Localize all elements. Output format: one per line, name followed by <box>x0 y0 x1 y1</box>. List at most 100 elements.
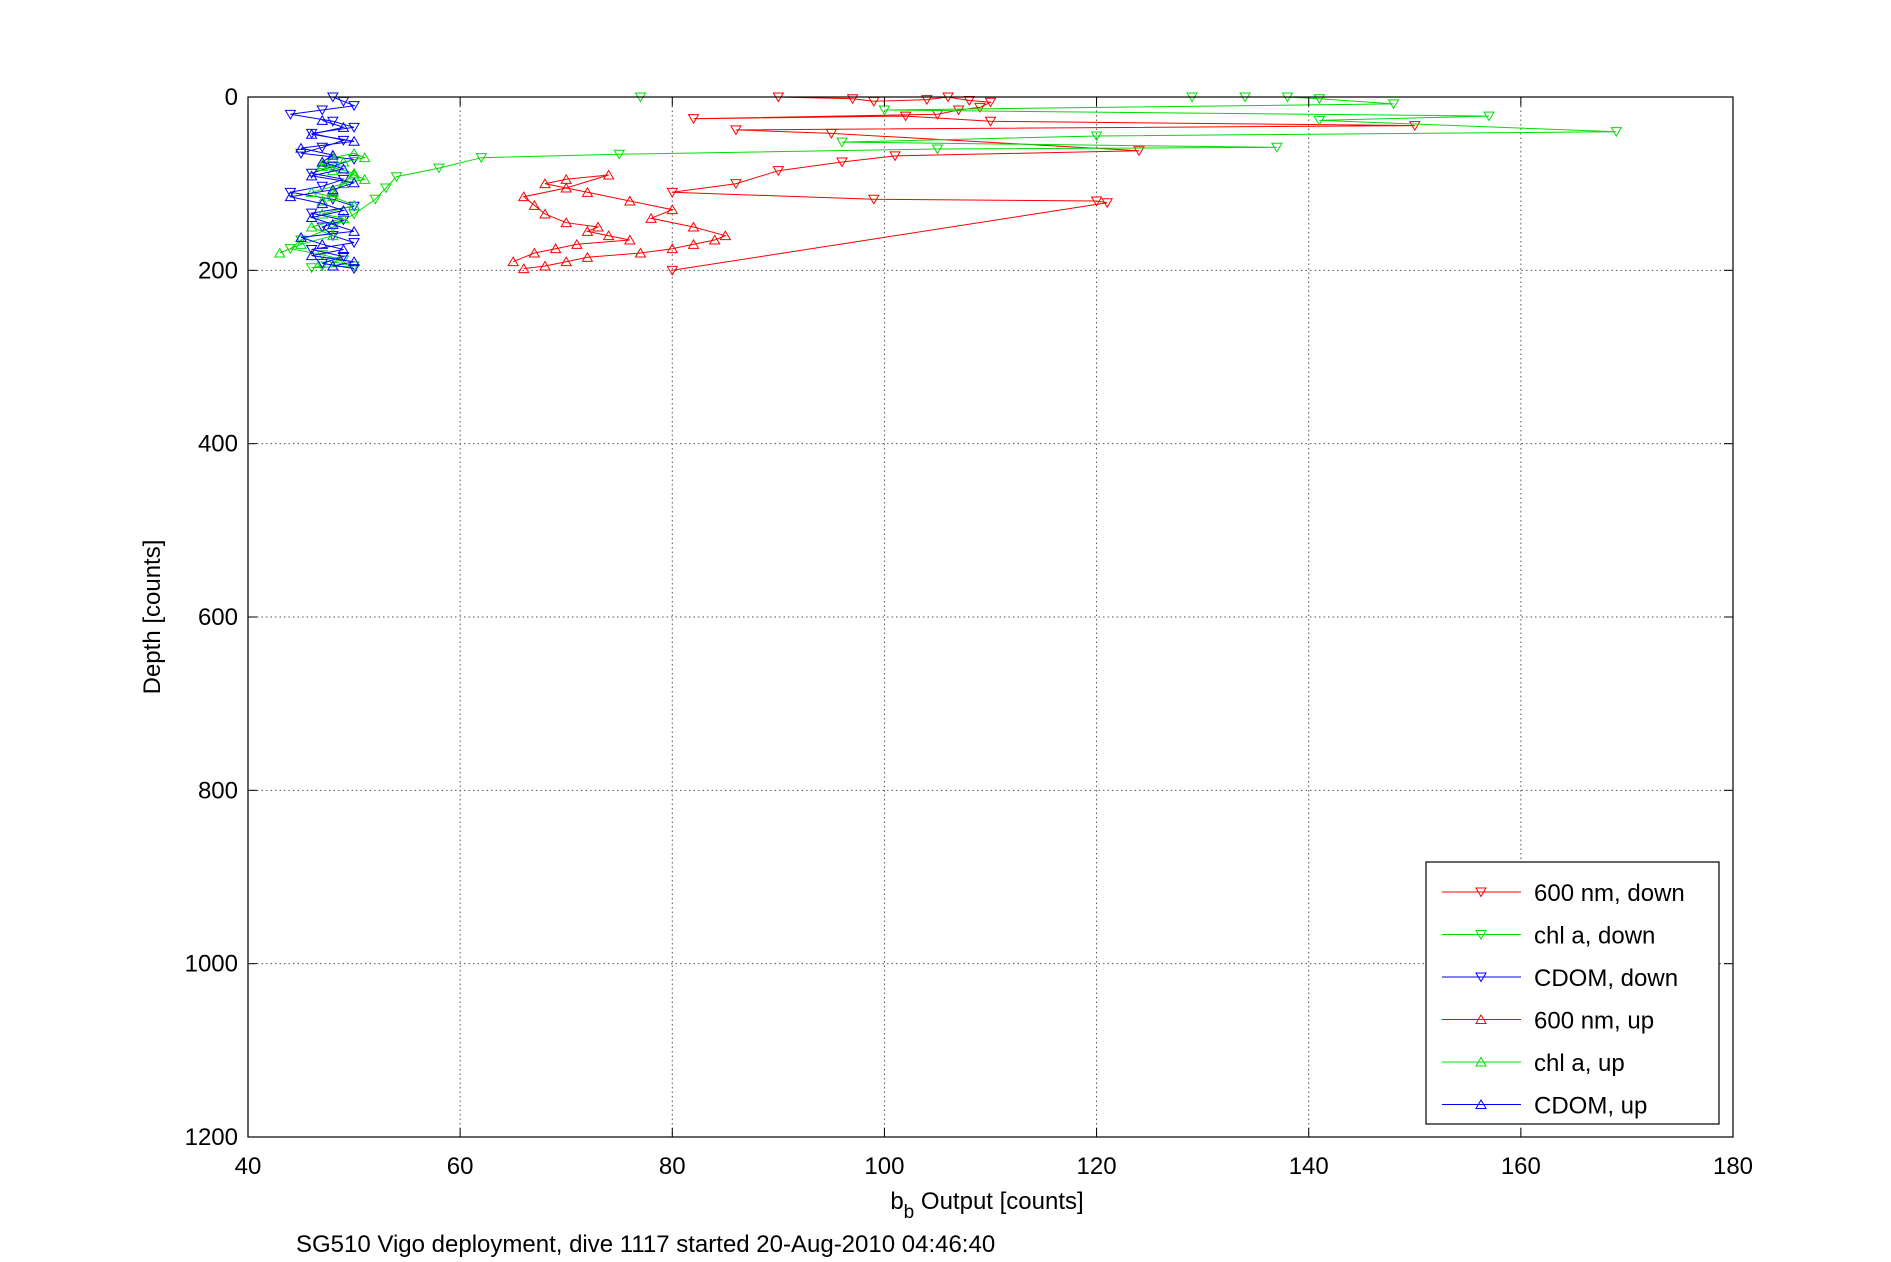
series-line <box>279 152 367 254</box>
data-point <box>560 217 573 228</box>
data-point <box>337 215 350 226</box>
data-point <box>326 194 339 205</box>
data-point <box>316 258 329 269</box>
data-point <box>719 230 732 241</box>
data-point <box>1387 99 1400 110</box>
data-point <box>326 186 339 197</box>
y-axis-label: Depth [counts] <box>139 540 166 695</box>
data-point <box>1271 142 1283 153</box>
data-point <box>581 225 594 236</box>
data-point <box>316 156 329 167</box>
data-point <box>305 208 318 219</box>
x-tick-label: 140 <box>1289 1153 1329 1180</box>
data-point <box>528 247 541 258</box>
data-point <box>305 186 318 197</box>
series-line <box>289 96 1617 269</box>
data-point <box>517 263 530 274</box>
data-point <box>337 244 350 255</box>
x-tick-label: 160 <box>1501 1153 1541 1180</box>
data-point <box>1090 131 1103 142</box>
data-point <box>337 156 350 167</box>
y-tick-label: 800 <box>198 777 238 804</box>
y-tick-label: 600 <box>198 604 238 631</box>
data-point <box>337 205 350 216</box>
data-point <box>623 234 636 245</box>
x-axis-ticks: 40 60 80 100 120 140 160 180 <box>235 97 1753 1180</box>
data-point <box>560 182 573 193</box>
data-point <box>326 260 339 271</box>
data-point <box>867 194 880 205</box>
data-point <box>836 157 848 168</box>
data-point <box>316 159 329 170</box>
data-point <box>326 149 339 160</box>
data-point <box>931 144 944 155</box>
data-point <box>284 109 297 120</box>
data-point <box>284 244 297 255</box>
data-point <box>316 195 329 206</box>
data-point <box>1101 198 1114 209</box>
data-point <box>316 250 329 261</box>
data-point <box>1475 972 1487 983</box>
x-axis-label: bb Output [counts] <box>890 1188 1083 1223</box>
data-point <box>380 183 392 194</box>
series-600-nm-up <box>507 169 732 274</box>
data-point <box>348 122 360 133</box>
data-point <box>326 222 339 233</box>
data-point <box>358 173 371 184</box>
data-point <box>666 265 679 276</box>
x-tick-label: 40 <box>235 1153 262 1180</box>
data-point <box>284 187 297 198</box>
legend-entry: 600 nm, down <box>1442 880 1685 907</box>
legend-label: 600 nm, down <box>1534 880 1685 907</box>
data-point <box>316 222 329 233</box>
data-point <box>899 111 912 122</box>
data-point <box>1483 111 1495 122</box>
data-point <box>305 263 318 274</box>
data-point <box>316 181 329 192</box>
data-point <box>1475 1056 1487 1067</box>
data-point <box>295 231 307 242</box>
y-tick-label: 1000 <box>185 951 238 978</box>
data-point <box>1610 127 1623 138</box>
data-point <box>666 187 679 198</box>
legend-entry: CDOM, down <box>1442 965 1678 992</box>
data-point <box>337 121 350 132</box>
y-axis-ticks: 0 200 400 600 800 1000 1200 <box>185 84 1733 1151</box>
data-point <box>539 178 551 189</box>
data-point <box>348 177 360 188</box>
data-point <box>390 172 403 183</box>
data-point <box>730 179 742 190</box>
data-point <box>974 102 986 113</box>
series-cdom-down <box>284 92 360 275</box>
data-point <box>1313 94 1326 105</box>
data-point <box>1475 1099 1487 1109</box>
data-point <box>539 208 551 219</box>
data-point <box>592 221 604 232</box>
data-point <box>305 170 318 181</box>
data-point <box>337 174 350 185</box>
data-point <box>326 184 339 195</box>
data-point <box>1475 1014 1487 1024</box>
y-tick-label: 400 <box>198 431 238 458</box>
series-line <box>290 119 355 267</box>
data-point <box>305 211 318 222</box>
data-point <box>316 142 329 153</box>
data-point <box>634 247 647 258</box>
data-point <box>337 135 350 146</box>
data-point <box>316 238 329 249</box>
legend-label: 600 nm, up <box>1534 1008 1654 1035</box>
data-point <box>337 212 350 223</box>
y-tick-label: 200 <box>198 257 238 284</box>
data-point <box>348 101 360 112</box>
data-point <box>337 251 350 262</box>
data-point <box>475 153 488 164</box>
legend-label: CDOM, down <box>1534 965 1678 992</box>
legend-label: chl a, down <box>1534 923 1655 950</box>
data-point <box>517 191 530 202</box>
legend-entry: CDOM, up <box>1442 1093 1647 1120</box>
data-point <box>316 114 329 125</box>
data-point <box>528 199 541 210</box>
data-point <box>687 114 700 125</box>
data-point <box>316 105 329 116</box>
